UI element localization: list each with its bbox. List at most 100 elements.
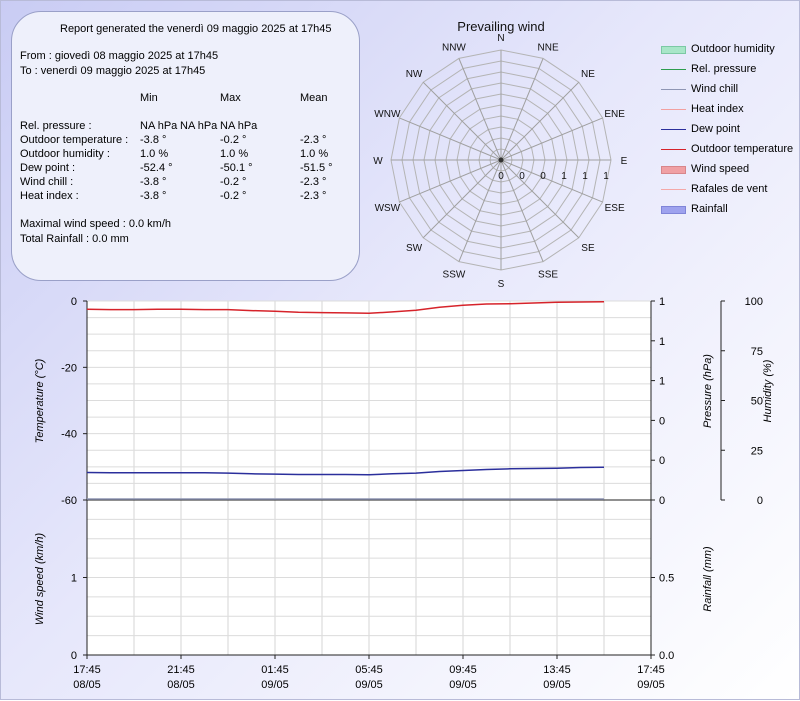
time-series-chart: 0-20-40-601110001007550250100.50.0Temper… <box>34 296 774 691</box>
x-tick-date: 08/05 <box>73 679 101 691</box>
radar-spoke <box>500 159 603 203</box>
row-mean: 1.0 % <box>300 148 329 160</box>
legend-item: Rainfall <box>661 203 796 217</box>
legend-line <box>661 69 686 70</box>
rainfall-tick-label: 0.5 <box>659 573 674 585</box>
radar-radial-tick: 0 <box>498 171 504 182</box>
legend-label: Wind speed <box>691 163 750 175</box>
radar-direction-label: NW <box>406 69 423 80</box>
radar-radial-tick: 1 <box>603 171 609 182</box>
row-max: -0.2 ° <box>220 190 247 202</box>
humidity-axis-title: Humidity (%) <box>762 359 774 422</box>
wind-tick-label: 1 <box>71 573 77 585</box>
x-tick-date: 09/05 <box>543 679 571 691</box>
series-line <box>86 466 605 476</box>
legend-line <box>661 89 686 90</box>
header-min: Min <box>140 92 158 104</box>
legend-item: Wind speed <box>661 163 796 177</box>
legend-line <box>661 129 686 130</box>
report-from: From : giovedì 08 maggio 2025 at 17h45 <box>20 50 219 62</box>
legend-item: Dew point <box>661 123 796 137</box>
total-rainfall: Total Rainfall : 0.0 mm <box>20 233 129 245</box>
radar-direction-label: WNW <box>374 109 401 120</box>
row-min: 1.0 % <box>140 148 169 160</box>
row-label: Wind chill : <box>20 176 74 188</box>
x-tick-time: 05:45 <box>355 664 383 676</box>
temperature-tick-label: 0 <box>71 296 77 308</box>
header-max: Max <box>220 92 241 104</box>
row-mean: -51.5 ° <box>300 162 333 174</box>
row-min: NA hPa <box>140 120 178 132</box>
temperature-tick-label: -60 <box>61 495 77 507</box>
row-mean: -2.3 ° <box>300 190 327 202</box>
legend-label: Rafales de vent <box>691 183 768 195</box>
radar-spoke <box>500 58 544 161</box>
radar-direction-label: NNE <box>538 42 559 53</box>
row-max: NA hPa <box>180 120 218 132</box>
legend-item: Heat index <box>661 103 796 117</box>
wind-axis-title: Wind speed (km/h) <box>34 533 46 626</box>
series-line <box>86 300 605 315</box>
radar-direction-label: ENE <box>604 109 625 120</box>
legend-item: Outdoor temperature <box>661 143 796 157</box>
row-max: -50.1 ° <box>220 162 253 174</box>
temperature-axis-title: Temperature (°C) <box>34 358 46 443</box>
radar-spoke <box>500 159 544 262</box>
legend-label: Outdoor temperature <box>691 143 794 155</box>
wind-tick-label: 0 <box>71 650 77 662</box>
temperature-tick-label: -20 <box>61 362 77 374</box>
radar-spoke <box>500 81 580 161</box>
radar-direction-label: ESE <box>605 203 625 214</box>
humidity-tick-label: 75 <box>751 346 763 358</box>
radar-direction-label: SSW <box>443 270 466 281</box>
pressure-tick-label: 0 <box>659 495 665 507</box>
x-tick-date: 09/05 <box>261 679 289 691</box>
legend-line <box>661 149 686 150</box>
pressure-tick-label: 1 <box>659 376 665 388</box>
legend-line <box>661 109 686 110</box>
rainfall-tick-label: 0.0 <box>659 650 674 662</box>
radar-direction-label: SW <box>406 243 423 254</box>
x-tick-time: 01:45 <box>261 664 289 676</box>
row-label: Rel. pressure : <box>20 120 92 132</box>
humidity-tick-label: 50 <box>751 396 763 408</box>
pressure-tick-label: 1 <box>659 296 665 308</box>
x-tick-time: 21:45 <box>167 664 195 676</box>
radar-direction-label: W <box>373 156 383 167</box>
row-label: Dew point : <box>20 162 76 174</box>
row-max: 1.0 % <box>220 148 249 160</box>
radar-spoke <box>399 159 502 203</box>
report-to: To : venerdì 09 maggio 2025 at 17h45 <box>20 65 206 77</box>
radar-direction-label: NE <box>581 69 595 80</box>
legend-item: Outdoor humidity <box>661 43 796 57</box>
legend-swatch <box>661 46 686 54</box>
radar-center <box>498 157 504 163</box>
row-mean: -2.3 ° <box>300 176 327 188</box>
humidity-tick-label: 25 <box>751 445 763 457</box>
pressure-tick-label: 1 <box>659 336 665 348</box>
legend-swatch <box>661 206 686 214</box>
temperature-tick-label: -40 <box>61 429 77 441</box>
radar-direction-label: SE <box>581 243 595 254</box>
radar-spoke <box>422 159 502 239</box>
row-min: -52.4 ° <box>140 162 173 174</box>
radar-spoke <box>500 159 580 239</box>
legend-swatch <box>661 166 686 174</box>
report-title: Report generated the venerdì 09 maggio 2… <box>60 23 332 35</box>
radar-spoke <box>422 81 502 161</box>
radar-title: Prevailing wind <box>457 19 544 34</box>
x-tick-time: 13:45 <box>543 664 571 676</box>
radar-spoke <box>399 117 502 161</box>
pressure-tick-label: 0 <box>659 455 665 467</box>
radar-direction-label: S <box>498 279 505 290</box>
radar-spoke <box>458 58 502 161</box>
x-tick-time: 09:45 <box>449 664 477 676</box>
legend-item: Rel. pressure <box>661 63 796 77</box>
radar-spoke <box>500 117 603 161</box>
radar-direction-label: E <box>621 156 628 167</box>
x-tick-date: 09/05 <box>355 679 383 691</box>
humidity-tick-label: 0 <box>757 495 763 507</box>
legend-label: Rainfall <box>691 203 728 215</box>
